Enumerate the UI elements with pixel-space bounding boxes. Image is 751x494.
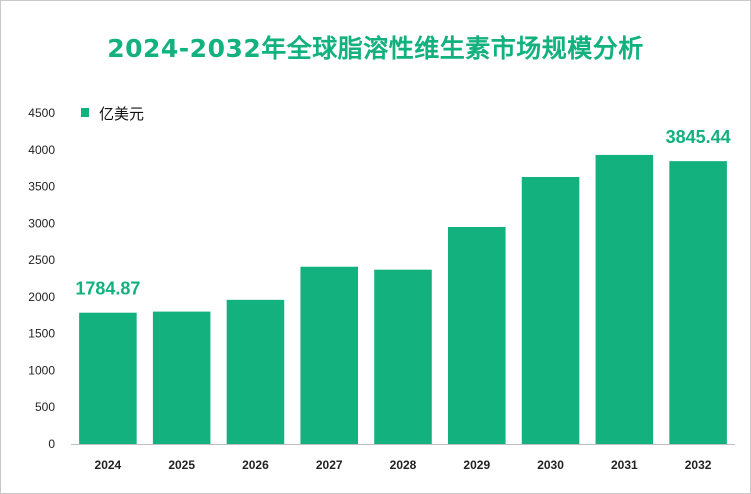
y-tick-label: 1500 — [28, 327, 55, 341]
y-tick-label: 1000 — [28, 363, 55, 377]
bar-2024 — [79, 312, 137, 444]
data-label-2024: 1784.87 — [75, 279, 140, 299]
chart-title: 2024-2032年全球脂溶性维生素市场规模分析 — [107, 34, 644, 63]
y-tick-label: 4500 — [28, 106, 55, 120]
x-tick-label: 2028 — [390, 458, 417, 472]
x-axis: 2024 2025 2026 2027 2028 2029 2030 2031 2032 — [95, 458, 712, 472]
y-tick-label: 2000 — [28, 290, 55, 304]
x-tick-label: 2031 — [611, 458, 638, 472]
x-tick-label: 2029 — [463, 458, 490, 472]
bar-2028 — [374, 269, 432, 444]
bar-2025 — [152, 311, 211, 444]
x-tick-label: 2026 — [242, 458, 269, 472]
y-tick-label: 500 — [35, 400, 55, 414]
x-tick-label: 2024 — [95, 458, 122, 472]
y-tick-label: 3000 — [28, 216, 55, 230]
bar-series — [79, 154, 727, 444]
x-tick-label: 2027 — [316, 458, 343, 472]
x-tick-label: 2030 — [537, 458, 564, 472]
y-axis: 0 500 1000 1500 2000 2500 3000 3500 4000 4500 — [28, 106, 735, 451]
bar-2027 — [300, 266, 358, 444]
bar-2032 — [669, 161, 727, 444]
data-label-2032: 3845.44 — [666, 127, 731, 147]
bar-2029 — [448, 227, 506, 444]
y-tick-label: 4000 — [28, 143, 55, 157]
x-tick-label: 2025 — [168, 458, 195, 472]
bar-2026 — [226, 299, 285, 444]
y-tick-label: 0 — [48, 437, 55, 451]
bar-2030 — [521, 176, 580, 444]
legend-label: 亿美元 — [99, 105, 144, 123]
x-tick-label: 2032 — [685, 458, 712, 472]
y-tick-label: 2500 — [28, 253, 55, 267]
y-tick-label: 3500 — [28, 180, 55, 194]
legend-swatch — [81, 108, 89, 117]
legend: 亿美元 — [81, 105, 144, 123]
bar-2031 — [595, 154, 654, 444]
data-labels: 1784.87 3845.44 — [75, 127, 730, 299]
